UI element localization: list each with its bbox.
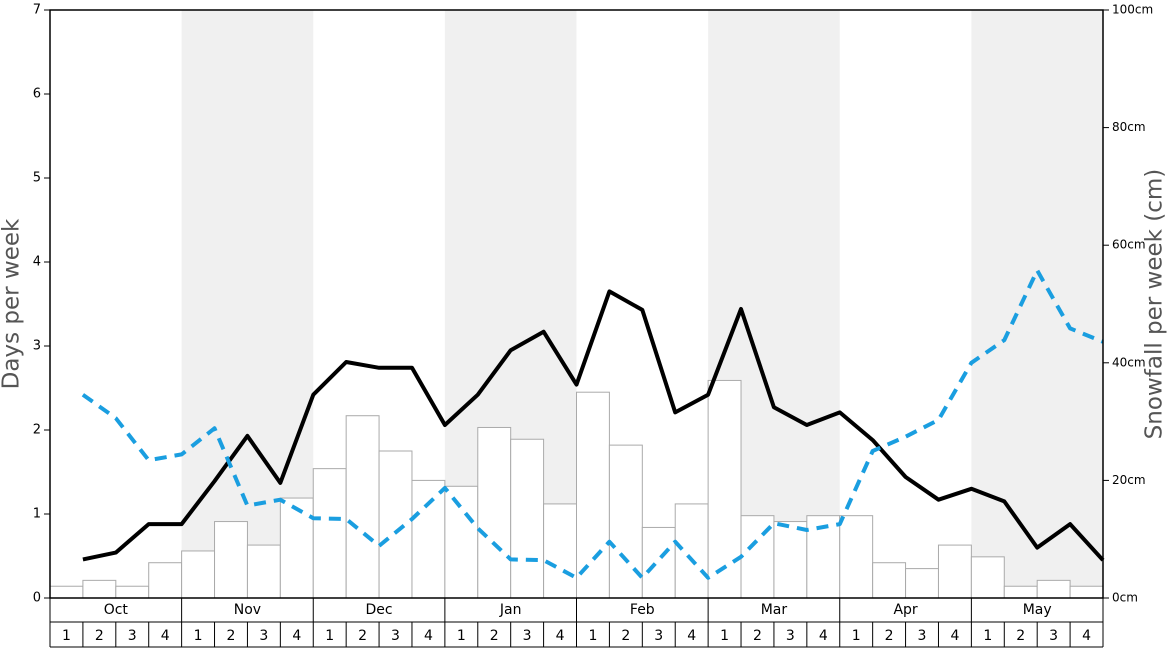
- bar: [279, 497, 314, 599]
- bar: [115, 585, 150, 599]
- y2-tick-label: 100cm: [1112, 3, 1153, 17]
- bar: [148, 562, 183, 599]
- x-tick-label: 3: [786, 628, 795, 644]
- y2-tick-label: 0cm: [1112, 591, 1138, 605]
- y2-tick-label: 80cm: [1112, 120, 1146, 134]
- bar: [510, 438, 545, 599]
- month-label: Jan: [499, 602, 522, 618]
- month-label: Nov: [234, 602, 261, 618]
- x-tick-label: 4: [161, 628, 170, 644]
- x-tick-label: 2: [227, 628, 236, 644]
- y-tick-label: 4: [33, 255, 41, 270]
- x-tick-label: 4: [819, 628, 828, 644]
- month-label: May: [1023, 602, 1052, 618]
- bar: [82, 579, 117, 599]
- x-tick-label: 1: [62, 628, 71, 644]
- x-tick-label: 2: [753, 628, 762, 644]
- month-label: Feb: [630, 602, 655, 618]
- x-tick-label: 1: [983, 628, 992, 644]
- x-tick-label: 1: [588, 628, 597, 644]
- x-tick-label: 3: [523, 628, 532, 644]
- x-tick-label: 1: [325, 628, 334, 644]
- x-tick-label: 4: [950, 628, 959, 644]
- bar: [345, 415, 380, 599]
- bar: [543, 503, 577, 599]
- y-tick-label: 5: [33, 171, 41, 186]
- bar: [674, 503, 709, 599]
- bar: [214, 521, 248, 599]
- bar: [1036, 579, 1071, 599]
- bar: [246, 544, 281, 599]
- background: [181, 10, 1103, 598]
- bar: [411, 479, 446, 599]
- plot: [49, 268, 1105, 599]
- x-tick-label: 4: [687, 628, 696, 644]
- month-shade: [971, 10, 1103, 598]
- x-tick-label: 2: [358, 628, 367, 644]
- y2-tick-label: 20cm: [1112, 473, 1146, 487]
- x-tick-label: 4: [556, 628, 565, 644]
- bar: [181, 550, 216, 599]
- bar: [477, 426, 512, 599]
- x-tick-label: 4: [1082, 628, 1091, 644]
- x-tick-label: 3: [918, 628, 927, 644]
- line: [82, 289, 1105, 562]
- x-tick-label: 2: [1016, 628, 1025, 644]
- month-label: Mar: [761, 602, 788, 618]
- y-tick-label: 2: [33, 423, 41, 438]
- x-tick-label: 1: [720, 628, 729, 644]
- y-tick-label: 3: [33, 339, 41, 354]
- bar: [49, 585, 84, 599]
- month-label: Oct: [104, 602, 129, 618]
- x-tick-label: 2: [95, 628, 104, 644]
- x-tick-label: 3: [1049, 628, 1058, 644]
- x-tick-label: 2: [885, 628, 894, 644]
- bar: [872, 562, 907, 599]
- y-tick-label: 1: [33, 507, 41, 522]
- x-tick-label: 3: [259, 628, 268, 644]
- x-tick-label: 4: [424, 628, 433, 644]
- x-tick-label: 3: [391, 628, 400, 644]
- bar: [970, 556, 1005, 599]
- x-tick-label: 1: [852, 628, 861, 644]
- bar: [444, 485, 479, 599]
- x-tick-label: 3: [128, 628, 137, 644]
- x-tick-label: 2: [490, 628, 499, 644]
- y2-axis-label: Snowfall per week (cm): [1142, 169, 1168, 440]
- y2-tick-label: 60cm: [1112, 238, 1146, 252]
- bar: [378, 450, 413, 599]
- bar: [905, 568, 939, 599]
- y-axis-label: Days per week: [0, 218, 25, 389]
- line: [81, 268, 1104, 580]
- month-label: Apr: [893, 602, 917, 618]
- bar: [839, 515, 874, 599]
- bar: [312, 468, 347, 599]
- x-tick-label: 4: [292, 628, 301, 644]
- bar: [773, 521, 808, 599]
- y-tick-label: 7: [33, 3, 41, 18]
- x-tick-label: 1: [194, 628, 203, 644]
- x-tick-label: 1: [457, 628, 466, 644]
- bar: [576, 391, 610, 599]
- y-tick-label: 0: [33, 591, 41, 606]
- y-tick-label: 6: [33, 87, 41, 102]
- bar: [1003, 585, 1038, 599]
- x-tick-label: 2: [621, 628, 630, 644]
- y2-tick-label: 40cm: [1112, 355, 1146, 369]
- x-tick-label: 3: [654, 628, 663, 644]
- bar: [641, 526, 676, 599]
- bar: [937, 544, 972, 599]
- bar: [1069, 585, 1104, 599]
- month-label: Dec: [366, 602, 393, 618]
